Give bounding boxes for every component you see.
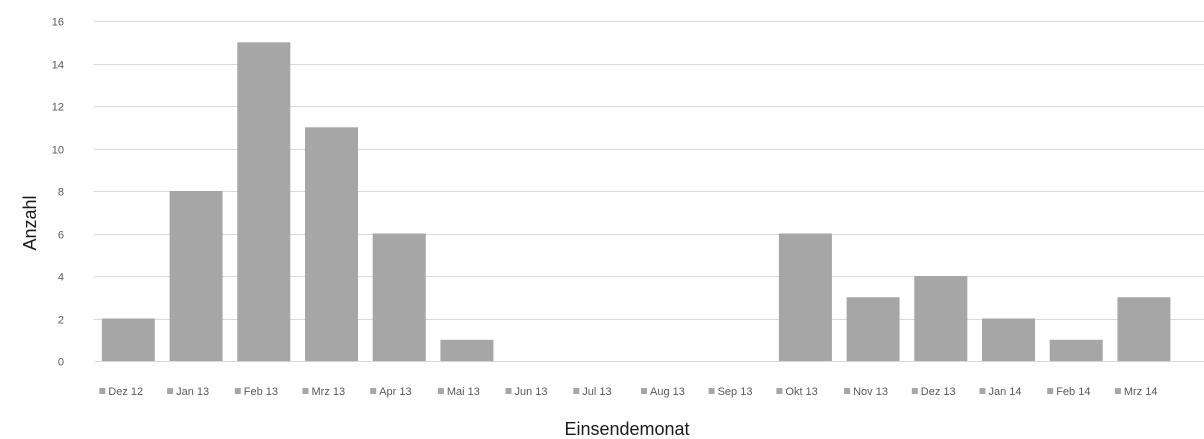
bar-mrz-14	[1117, 297, 1171, 362]
legend-swatch	[99, 388, 106, 394]
y-tick-label: 14	[52, 60, 64, 72]
legend-label: Sep 13	[718, 386, 753, 398]
y-tick-label: 4	[58, 272, 64, 284]
legend-item: Nov 13	[844, 386, 888, 398]
legend-item: Jan 13	[167, 386, 209, 398]
legend-item: Dez 12	[99, 386, 143, 398]
legend-label: Jan 13	[176, 386, 209, 398]
legend-swatch	[641, 388, 647, 394]
legend-label: Mrz 13	[312, 386, 346, 398]
legend-item: Dez 13	[911, 386, 956, 398]
legend-swatch	[776, 388, 783, 394]
bar-mai-13	[440, 339, 494, 362]
legend-label: Aug 13	[650, 386, 685, 398]
legend-swatch	[302, 388, 309, 394]
legend-swatch	[573, 388, 580, 394]
x-axis-title: Einsendemonat	[564, 419, 689, 439]
bar-dez-13	[914, 276, 968, 361]
legend-swatch	[911, 388, 918, 394]
legend-item: Sep 13	[708, 386, 753, 398]
legend-swatch	[234, 388, 241, 394]
legend-label: Dez 12	[108, 386, 143, 398]
legend-swatch	[979, 388, 986, 394]
bar-okt-13	[778, 233, 832, 361]
legend-label: Feb 13	[244, 386, 278, 398]
legend-label: Nov 13	[853, 386, 888, 398]
legend-label: Mrz 14	[1124, 386, 1158, 398]
legend-item: Feb 14	[1047, 386, 1090, 398]
legend-item: Jul 13	[573, 386, 612, 398]
legend-item: Apr 13	[370, 386, 412, 398]
legend-item: Aug 13	[641, 386, 685, 398]
legend-swatch	[370, 388, 377, 394]
y-tick-label: 12	[52, 102, 64, 114]
legend-swatch	[167, 388, 174, 394]
bar-feb-13	[237, 42, 291, 362]
legend-label: Okt 13	[785, 386, 817, 398]
bar-nov-13	[846, 297, 900, 362]
bar-feb-14	[1049, 339, 1103, 362]
legend-swatch	[1114, 388, 1121, 394]
legend-item: Jun 13	[505, 386, 548, 398]
legend-swatch	[505, 388, 512, 394]
bar-mrz-13	[305, 127, 358, 362]
y-tick-label: 2	[58, 315, 64, 327]
bar-apr-13	[372, 233, 426, 361]
y-axis-ticks: 0 2 4 6 8 10 12 14 16	[52, 17, 64, 369]
legend-label: Feb 14	[1056, 386, 1090, 398]
legend-item: Mrz 14	[1114, 386, 1158, 398]
legend-item: Jan 14	[979, 386, 1022, 398]
legend-label: Apr 13	[379, 386, 411, 398]
legend-label: Jul 13	[582, 386, 611, 398]
bar-dez-12	[101, 318, 155, 361]
legend-swatch	[708, 388, 715, 394]
legend-swatch	[1047, 388, 1054, 394]
bars	[101, 42, 1171, 362]
legend-swatch	[844, 388, 851, 394]
legend-item: Mrz 13	[302, 386, 346, 398]
y-axis-title: Anzahl	[20, 195, 40, 250]
bar-jan-14	[982, 318, 1035, 361]
legend-swatch	[437, 388, 444, 394]
legend-item: Mai 13	[437, 386, 480, 398]
y-tick-label: 6	[58, 230, 64, 242]
legend-label: Jan 14	[989, 386, 1022, 398]
y-tick-label: 10	[52, 145, 64, 157]
y-tick-label: 16	[52, 17, 64, 29]
legend-item: Feb 13	[234, 386, 278, 398]
legend-label: Jun 13	[515, 386, 548, 398]
legend-label: Dez 13	[921, 386, 956, 398]
legend: Dez 12 Jan 13 Feb 13 Mrz 13 Apr 13 Mai 13 Jun …	[99, 386, 1158, 398]
bar-jan-13	[169, 191, 223, 361]
legend-item: Okt 13	[776, 386, 818, 398]
y-tick-label: 8	[58, 187, 64, 199]
y-tick-label: 0	[58, 357, 64, 369]
legend-label: Mai 13	[447, 386, 480, 398]
